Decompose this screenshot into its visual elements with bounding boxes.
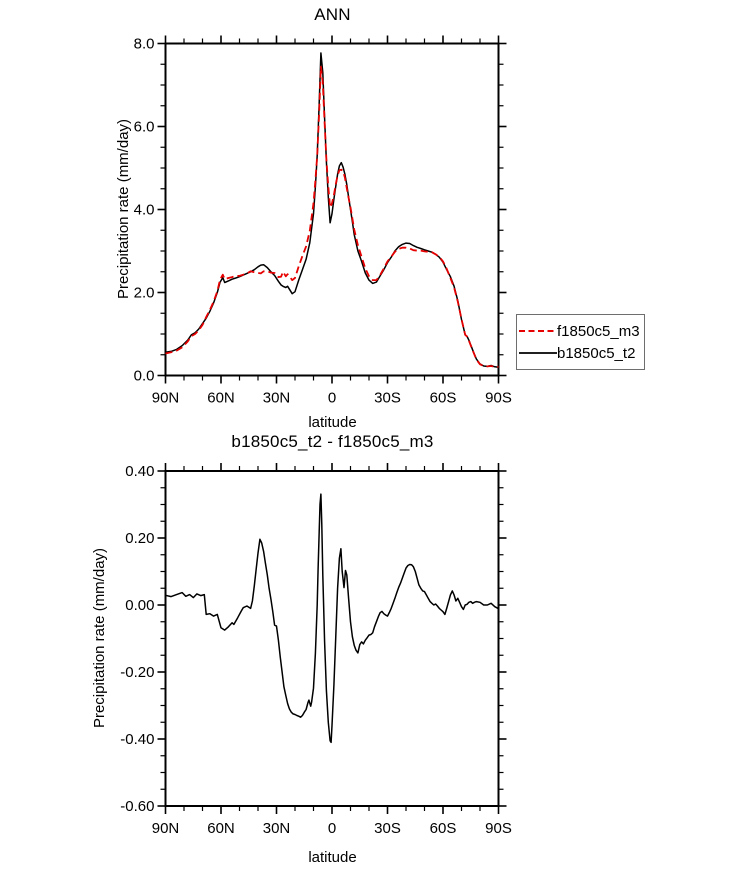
legend-item-b1850c5-t2: b1850c5_t2: [517, 344, 644, 363]
x-tick-label: 60S: [430, 820, 457, 837]
legend: f1850c5_m3 b1850c5_t2: [516, 314, 645, 370]
y-tick-label: 2.0: [134, 285, 155, 302]
y-tick-label: -0.60: [120, 798, 154, 815]
curve-f1850c5-m3: [165, 65, 499, 368]
x-tick-label: 30N: [263, 390, 291, 407]
plot-frame: [164, 470, 500, 807]
bottom-chart: 0.40 0.20 0.00 -0.20 -0.40 -0.60 90N 60N 30N 0 30S…: [120, 463, 512, 837]
y-tick-label: 0.0: [134, 368, 155, 385]
curve-b1850c5-t2-f1850c5-m3: [165, 493, 499, 744]
x-tick-label: 0: [328, 390, 336, 407]
dashed-red-line-icon: [519, 330, 557, 332]
y-tick-label: -0.20: [120, 664, 154, 681]
curve-b1850c5-t2: [165, 52, 499, 368]
x-tick-label: 90S: [485, 390, 512, 407]
bottom-x-axis-title: latitude: [308, 849, 357, 866]
x-tick-label: 90N: [152, 390, 180, 407]
bottom-y-axis-title: Precipitation rate (mm/day): [91, 547, 108, 729]
legend-label: b1850c5_t2: [557, 344, 636, 362]
y-tick-label: 4.0: [134, 202, 155, 219]
x-tick-label: 0: [328, 820, 336, 837]
x-tick-label: 30S: [374, 390, 401, 407]
y-tick-label: 0.00: [125, 597, 154, 614]
y-tick-label: 0.40: [125, 463, 154, 480]
y-tick-label: 8.0: [134, 36, 155, 53]
legend-item-f1850c5-m3: f1850c5_m3: [517, 322, 644, 341]
top-chart: 0.0 2.0 4.0 6.0 8.0 90N 60N 30N 0 30S 60S 90S: [134, 35, 512, 407]
top-y-axis-title: Precipitation rate (mm/day): [115, 118, 132, 300]
y-tick-label: 0.20: [125, 530, 154, 547]
bottom-chart-title: b1850c5_t2 - f1850c5_m3: [231, 432, 434, 451]
x-tick-label: 90N: [152, 820, 180, 837]
x-tick-label: 30S: [374, 820, 401, 837]
y-tick-label: -0.40: [120, 731, 154, 748]
x-tick-label: 30N: [263, 820, 291, 837]
legend-label: f1850c5_m3: [557, 322, 640, 340]
x-tick-label: 60S: [430, 390, 457, 407]
y-tick-label: 6.0: [134, 119, 155, 136]
top-x-axis-title: latitude: [308, 414, 357, 431]
top-chart-title: ANN: [314, 5, 351, 24]
x-tick-label: 90S: [485, 820, 512, 837]
solid-black-line-icon: [519, 352, 557, 354]
x-tick-label: 60N: [207, 390, 235, 407]
x-tick-label: 60N: [207, 820, 235, 837]
